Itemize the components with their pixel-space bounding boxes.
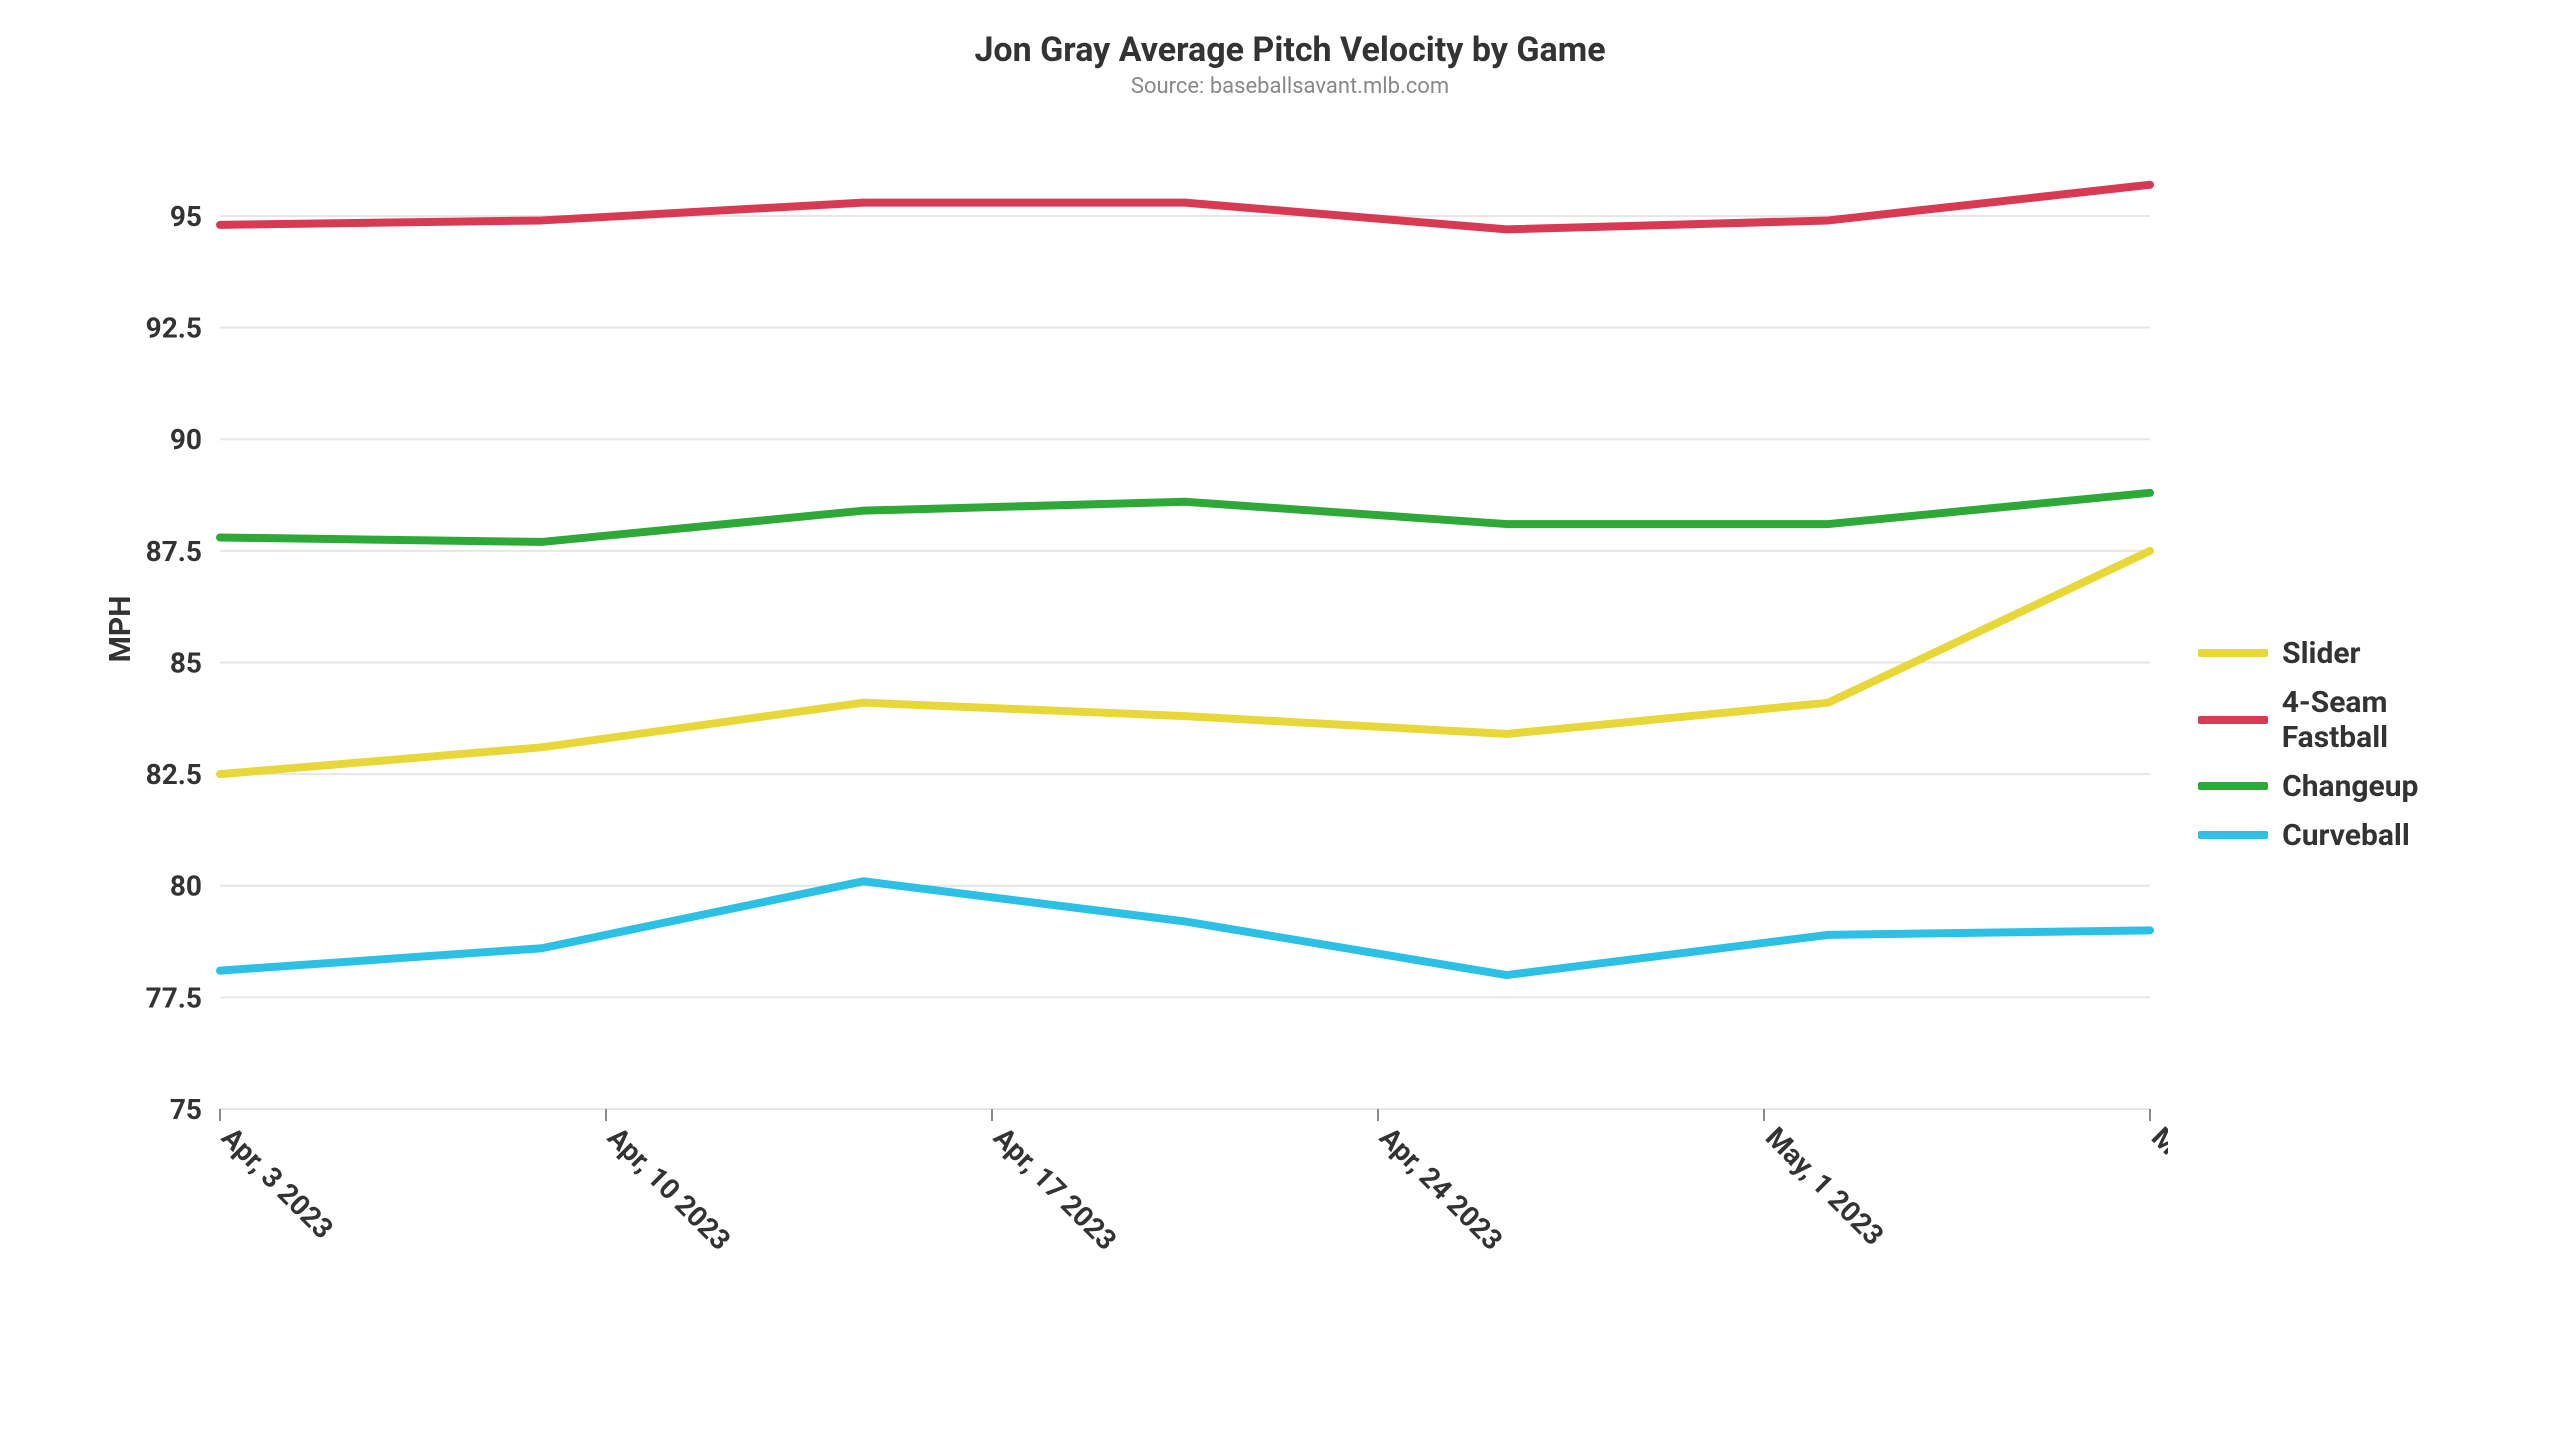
legend-swatch [2198, 831, 2268, 839]
y-tick-label: 90 [170, 423, 202, 456]
y-tick-label: 82.5 [146, 758, 202, 791]
legend-label: Curveball [2282, 818, 2410, 853]
legend: Slider 4-Seam Fastball Changeup Curveball [2168, 636, 2500, 853]
chart-title: Jon Gray Average Pitch Velocity by Game [80, 30, 2500, 70]
line-chart: 75 77.5 80 82.5 85 87.5 90 92.5 95 MPH Apr, 3 2023… [80, 129, 2168, 1359]
y-tick-label: 92.5 [146, 312, 202, 345]
x-tick-label: Apr, 17 2023 [987, 1121, 1123, 1257]
legend-item: 4-Seam Fastball [2198, 685, 2500, 755]
y-tick-label: 75 [170, 1093, 202, 1126]
y-tick-label: 85 [170, 646, 202, 679]
legend-label: 4-Seam Fastball [2282, 685, 2500, 755]
chart-subtitle: Source: baseballsavant.mlb.com [80, 74, 2500, 99]
x-tick-label: Apr, 3 2023 [215, 1121, 340, 1246]
y-tick-label: 77.5 [146, 981, 202, 1014]
legend-item: Slider [2198, 636, 2500, 671]
x-tick-label: Apr, 24 2023 [1373, 1121, 1509, 1257]
y-tick-label: 80 [170, 870, 202, 903]
series-line [220, 881, 2150, 975]
legend-swatch [2198, 716, 2268, 724]
y-tick-label: 95 [170, 200, 202, 233]
plot-row: 75 77.5 80 82.5 85 87.5 90 92.5 95 MPH Apr, 3 2023… [80, 129, 2500, 1359]
x-tick-label: May, 1 2023 [1759, 1121, 1890, 1252]
legend-label: Slider [2282, 636, 2360, 671]
legend-swatch [2198, 649, 2268, 657]
legend-item: Changeup [2198, 769, 2500, 804]
y-tick-label: 87.5 [146, 535, 202, 568]
series-line [220, 185, 2150, 230]
series-line [220, 493, 2150, 542]
y-axis-label: MPH [103, 596, 138, 663]
x-tick-label: Apr, 10 2023 [601, 1121, 737, 1257]
chart-container: Jon Gray Average Pitch Velocity by Game … [0, 0, 2560, 1440]
legend-swatch [2198, 782, 2268, 790]
legend-item: Curveball [2198, 818, 2500, 853]
legend-label: Changeup [2282, 769, 2418, 804]
x-tick-label: May, 8 2023 [2145, 1121, 2168, 1252]
